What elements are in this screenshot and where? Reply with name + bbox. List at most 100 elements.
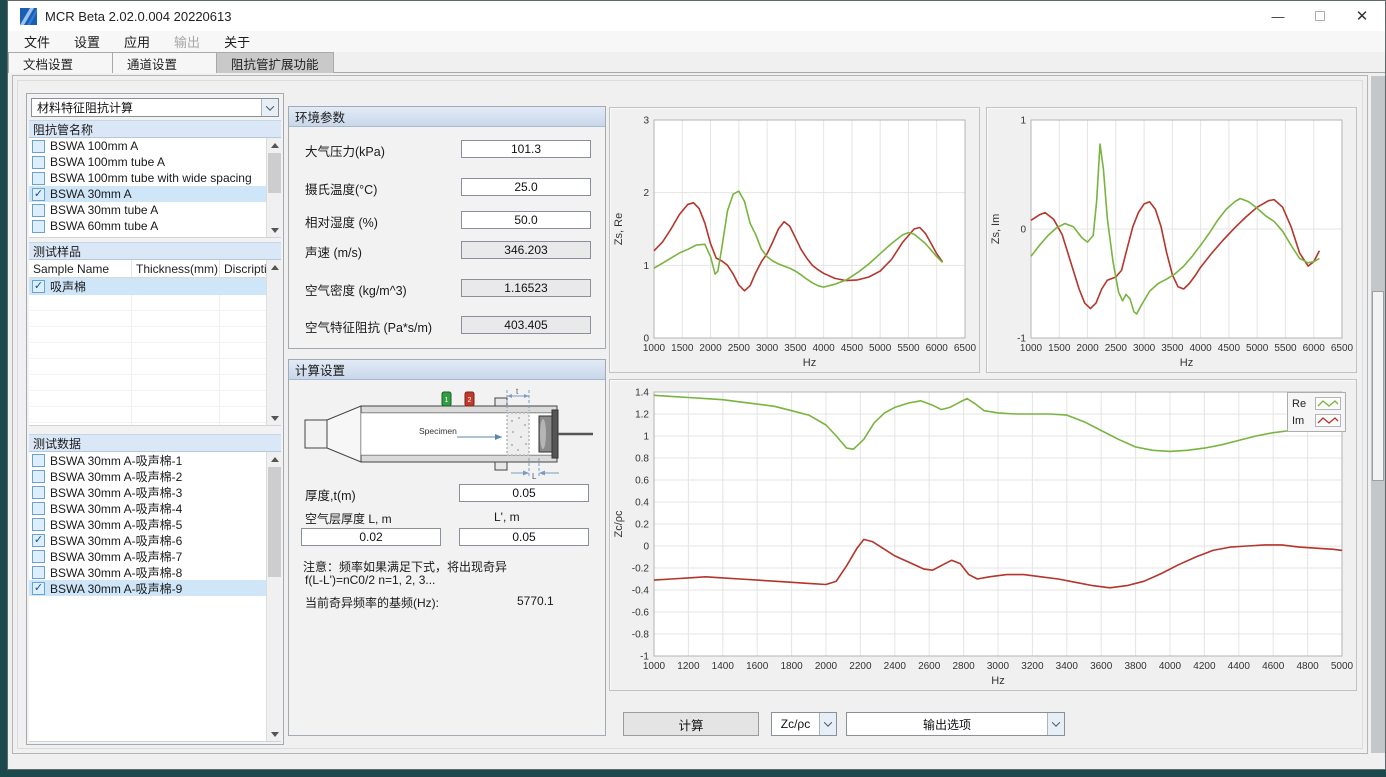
svg-text:1: 1	[445, 397, 449, 404]
menu-item-5[interactable]: 关于	[224, 35, 251, 50]
empty-row	[29, 423, 281, 425]
menu-item-2[interactable]: 设置	[74, 35, 101, 50]
data-list-item[interactable]: BSWA 30mm A-吸声棉-3	[29, 484, 281, 500]
data-list-item[interactable]: BSWA 30mm A-吸声棉-2	[29, 468, 281, 484]
tube-list-item[interactable]: BSWA 30mm A	[29, 186, 281, 202]
column-header[interactable]: Sample Name	[29, 260, 132, 277]
env-field-input[interactable]: 101.3	[461, 140, 591, 158]
chevron-down-icon[interactable]	[1047, 713, 1064, 735]
tube-list-item[interactable]: BSWA 100mm tube A	[29, 154, 281, 170]
menu-item-1[interactable]: 文件	[24, 35, 51, 50]
tab-3[interactable]: 阻抗管扩展功能	[216, 52, 334, 73]
note-line2: f(L-L')=nC0/2 n=1, 2, 3...	[305, 573, 436, 587]
env-field-row: 声速 (m/s) 346.203	[289, 241, 605, 260]
checkbox[interactable]	[32, 565, 45, 579]
checkbox[interactable]	[32, 187, 45, 201]
data-list-scrollbar[interactable]	[266, 452, 281, 741]
svg-text:1800: 1800	[780, 661, 803, 672]
unit-dropdown[interactable]: Zc/ρc	[771, 712, 837, 736]
data-list-item[interactable]: BSWA 30mm A-吸声棉-8	[29, 564, 281, 580]
checkbox[interactable]	[32, 501, 45, 515]
air-gap-input[interactable]: 0.02	[301, 528, 441, 546]
chevron-down-icon[interactable]	[819, 713, 836, 735]
legend-swatch[interactable]	[1315, 414, 1341, 427]
sample-row-label: 吸声棉	[50, 280, 87, 294]
data-list-item[interactable]: BSWA 30mm A-吸声棉-1	[29, 452, 281, 468]
cell	[29, 343, 132, 359]
sample-row[interactable]: 吸声棉	[29, 278, 281, 295]
tube-list-item[interactable]: BSWA 100mm tube with wide spacing	[29, 170, 281, 186]
column-header[interactable]: Discription	[220, 260, 270, 277]
env-field-row: 大气压力(kPa) 101.3	[289, 140, 605, 159]
chart-zs-re: 1000 1500 2000 2500 3000 3500 4000 4500 5000 5500…	[609, 107, 980, 373]
svg-text:3500: 3500	[1161, 343, 1184, 354]
svg-text:-0.6: -0.6	[632, 608, 650, 619]
window-vertical-scrollbar[interactable]	[1371, 76, 1385, 753]
scroll-up-icon[interactable]	[267, 452, 281, 466]
series-red	[653, 202, 944, 292]
base-freq-value: 5770.1	[517, 594, 554, 608]
minimize-button[interactable]: —	[1271, 8, 1285, 24]
tube-list-item[interactable]: BSWA 100mm A	[29, 138, 281, 154]
legend-swatch[interactable]	[1315, 397, 1341, 410]
svg-text:1.2: 1.2	[635, 410, 649, 421]
env-field-input[interactable]: 50.0	[461, 211, 591, 229]
checkbox[interactable]	[32, 453, 45, 467]
checkbox[interactable]	[32, 485, 45, 499]
sample-table-scrollbar[interactable]	[266, 260, 281, 425]
env-field-label: 摄氏温度(°C)	[305, 183, 378, 197]
checkbox[interactable]	[32, 171, 45, 185]
checkbox[interactable]	[32, 533, 45, 547]
data-list-item-label: BSWA 30mm A-吸声棉-4	[50, 501, 183, 516]
env-field-input[interactable]: 25.0	[461, 178, 591, 196]
svg-text:2500: 2500	[728, 343, 751, 354]
tube-list-scrollbar[interactable]	[266, 138, 281, 237]
data-list-item[interactable]: BSWA 30mm A-吸声棉-5	[29, 516, 281, 532]
data-list-item[interactable]: BSWA 30mm A-吸声棉-7	[29, 548, 281, 564]
lprime-input[interactable]: 0.05	[459, 528, 589, 546]
tab-1[interactable]: 文档设置	[8, 52, 113, 73]
svg-text:Zs, Im: Zs, Im	[990, 214, 1002, 245]
checkbox[interactable]	[32, 280, 45, 293]
data-list-item[interactable]: BSWA 30mm A-吸声棉-4	[29, 500, 281, 516]
scrollbar-thumb[interactable]	[1372, 291, 1384, 481]
data-section-header: 测试数据	[29, 434, 281, 452]
svg-text:2500: 2500	[1105, 343, 1128, 354]
close-button[interactable]: ✕	[1355, 8, 1369, 25]
scroll-up-icon[interactable]	[267, 260, 281, 274]
menu-item-3[interactable]: 应用	[124, 35, 151, 50]
scroll-down-icon[interactable]	[267, 411, 281, 425]
checkbox[interactable]	[32, 139, 45, 153]
scroll-up-icon[interactable]	[267, 138, 281, 152]
checkbox[interactable]	[32, 517, 45, 531]
series-Re	[653, 394, 1343, 453]
chevron-down-icon[interactable]	[261, 99, 278, 116]
calc-type-dropdown[interactable]: 材料特征阻抗计算	[31, 98, 279, 117]
svg-text:3200: 3200	[1021, 661, 1044, 672]
data-list-item[interactable]: BSWA 30mm A-吸声棉-6	[29, 532, 281, 548]
tab-2[interactable]: 通道设置	[112, 52, 217, 73]
maximize-button[interactable]	[1299, 1, 1341, 31]
checkbox[interactable]	[32, 219, 45, 233]
cell	[132, 391, 220, 407]
svg-text:0.6: 0.6	[635, 476, 649, 487]
scrollbar-thumb[interactable]	[268, 467, 281, 577]
output-options-dropdown[interactable]: 输出选项	[846, 712, 1065, 736]
title-bar[interactable]: MCR Beta 2.02.0.004 20220613 — ✕	[8, 1, 1385, 31]
tube-list-item[interactable]: BSWA 60mm tube A	[29, 218, 281, 234]
checkbox[interactable]	[32, 203, 45, 217]
checkbox[interactable]	[32, 581, 45, 595]
data-list-item[interactable]: BSWA 30mm A-吸声棉-9	[29, 580, 281, 596]
checkbox[interactable]	[32, 469, 45, 483]
thickness-input[interactable]: 0.05	[459, 484, 589, 502]
unit-value: Zc/ρc	[780, 717, 811, 731]
checkbox[interactable]	[32, 155, 45, 169]
scrollbar-thumb[interactable]	[268, 153, 281, 193]
scroll-down-icon[interactable]	[267, 727, 281, 741]
scroll-down-icon[interactable]	[267, 223, 281, 237]
calculate-button[interactable]: 计算	[623, 712, 759, 736]
column-header[interactable]: Thickness(mm)	[132, 260, 220, 277]
checkbox[interactable]	[32, 549, 45, 563]
mic1-icon	[441, 391, 452, 407]
tube-list-item[interactable]: BSWA 30mm tube A	[29, 202, 281, 218]
